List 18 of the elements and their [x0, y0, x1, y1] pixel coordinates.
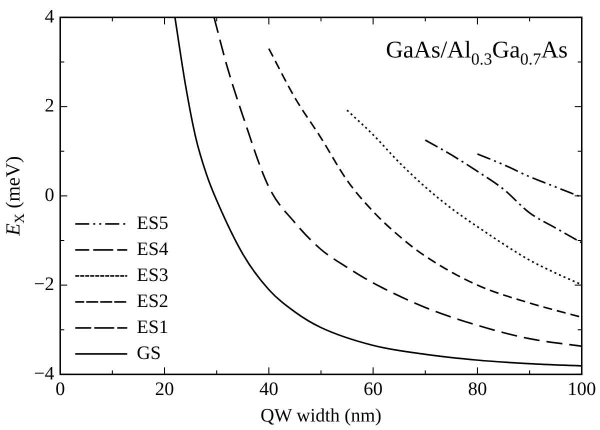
y-axis-title: EX (meV): [2, 156, 28, 237]
y-tick-label: 2: [44, 96, 54, 117]
legend-label: ES4: [136, 238, 169, 260]
x-tick-label: 80: [468, 378, 487, 400]
legend-label: GS: [136, 342, 162, 364]
legend-label: ES1: [136, 316, 168, 338]
y-tick-label: 4: [44, 6, 55, 28]
x-tick-label: 100: [568, 378, 596, 400]
legend-label: ES5: [136, 212, 168, 234]
y-tick-label: −2: [34, 274, 54, 296]
legend-label: ES2: [136, 290, 168, 312]
y-tick-label: 0: [44, 184, 54, 206]
x-tick-label: 20: [155, 378, 174, 400]
x-tick-label: 60: [364, 378, 383, 400]
legend-label: ES3: [136, 264, 168, 286]
x-axis-title: QW width (nm): [260, 406, 382, 427]
x-tick-label: 40: [259, 378, 278, 400]
y-tick-label: −4: [34, 363, 55, 384]
